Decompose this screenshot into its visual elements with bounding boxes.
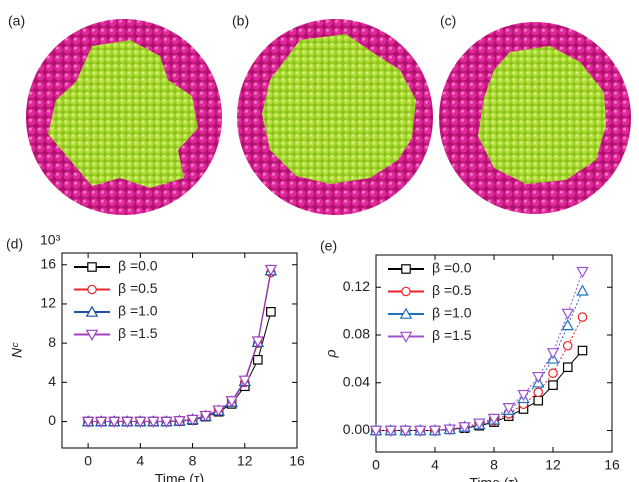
- y-axis-label: Nᶜ: [9, 342, 25, 358]
- legend-marker: [87, 284, 97, 295]
- marker: [561, 319, 574, 331]
- plot-frame: [61, 252, 298, 449]
- series-line: [88, 270, 272, 423]
- marker: [517, 389, 530, 402]
- marker: [134, 416, 147, 428]
- marker: [369, 425, 383, 437]
- marker: [561, 308, 574, 320]
- marker: [186, 414, 199, 427]
- marker: [94, 416, 108, 428]
- legend-marker: [399, 331, 413, 343]
- y-tick-label: 0.00: [343, 421, 370, 437]
- legend-marker: [87, 262, 97, 272]
- marker: [458, 422, 471, 434]
- marker: [414, 425, 427, 437]
- axis-multiplier: 10³: [40, 232, 61, 248]
- marker: [577, 312, 588, 322]
- x-tick-label: 0: [372, 457, 380, 473]
- y-tick-label: 0.12: [343, 278, 370, 294]
- marker: [266, 306, 276, 317]
- marker: [253, 355, 263, 365]
- marker: [532, 371, 545, 384]
- marker: [147, 416, 160, 428]
- marker: [502, 403, 515, 415]
- marker: [548, 368, 558, 378]
- marker: [108, 416, 121, 428]
- marker: [562, 340, 573, 351]
- legend-label: β =1.0: [118, 303, 158, 319]
- legend-marker: [401, 286, 411, 297]
- legend-marker: [85, 329, 99, 341]
- panel-label: (b): [232, 13, 249, 29]
- legend-marker: [85, 305, 99, 317]
- panel-label: (e): [320, 238, 337, 254]
- y-tick-label: 16: [40, 255, 56, 271]
- marker: [251, 336, 265, 348]
- x-tick-label: 16: [289, 453, 305, 469]
- panel-label: (c): [440, 13, 456, 29]
- legend-label: β =0.5: [432, 282, 472, 298]
- x-axis-label: Time (τ): [469, 475, 518, 482]
- legend-label: β =0.0: [118, 258, 158, 274]
- y-tick-label: 0: [48, 412, 56, 428]
- marker: [384, 425, 397, 437]
- marker: [225, 396, 238, 408]
- series-line: [88, 269, 272, 423]
- x-tick-label: 8: [490, 457, 498, 473]
- x-axis-label: Time (τ): [155, 471, 204, 482]
- marker: [173, 416, 186, 428]
- marker: [238, 375, 251, 387]
- marker: [264, 264, 278, 277]
- marker: [533, 387, 544, 398]
- marker: [577, 345, 588, 356]
- x-tick-label: 12: [545, 457, 561, 473]
- series-line: [88, 272, 272, 423]
- marker: [428, 425, 442, 437]
- y-tick-label: 0.04: [343, 373, 370, 389]
- legend-label: β =0.0: [432, 260, 472, 276]
- legend-marker: [401, 264, 411, 274]
- marker: [548, 380, 558, 390]
- y-tick-label: 8: [48, 334, 56, 350]
- marker: [399, 425, 412, 437]
- x-tick-label: 8: [189, 453, 197, 469]
- y-tick-label: 12: [40, 295, 56, 311]
- series-line: [88, 311, 272, 423]
- y-tick-label: 0.08: [343, 326, 370, 342]
- y-axis-label: ρ: [323, 349, 339, 358]
- x-tick-label: 4: [431, 457, 439, 473]
- marker: [81, 416, 95, 428]
- x-tick-label: 16: [604, 457, 620, 473]
- legend-label: β =1.5: [432, 327, 472, 343]
- x-tick-label: 12: [237, 453, 253, 469]
- marker: [160, 416, 173, 428]
- marker: [199, 410, 212, 423]
- x-tick-label: 4: [136, 453, 144, 469]
- marker: [487, 413, 501, 426]
- panel-label: (d): [6, 236, 23, 252]
- marker: [576, 284, 589, 296]
- panel-images: [26, 19, 631, 215]
- legend-marker: [399, 307, 413, 319]
- legend-label: β =1.0: [432, 305, 472, 321]
- marker: [576, 266, 589, 279]
- marker: [546, 348, 560, 360]
- marker: [562, 362, 573, 373]
- marker: [443, 424, 456, 436]
- x-tick-label: 0: [84, 453, 92, 469]
- legend-label: β =1.5: [118, 325, 158, 341]
- y-tick-label: 4: [48, 373, 56, 389]
- legend-label: β =0.5: [118, 280, 158, 296]
- marker: [533, 395, 544, 406]
- marker: [121, 416, 134, 428]
- panel-label: (a): [8, 13, 25, 29]
- marker: [212, 405, 225, 417]
- marker: [473, 418, 486, 430]
